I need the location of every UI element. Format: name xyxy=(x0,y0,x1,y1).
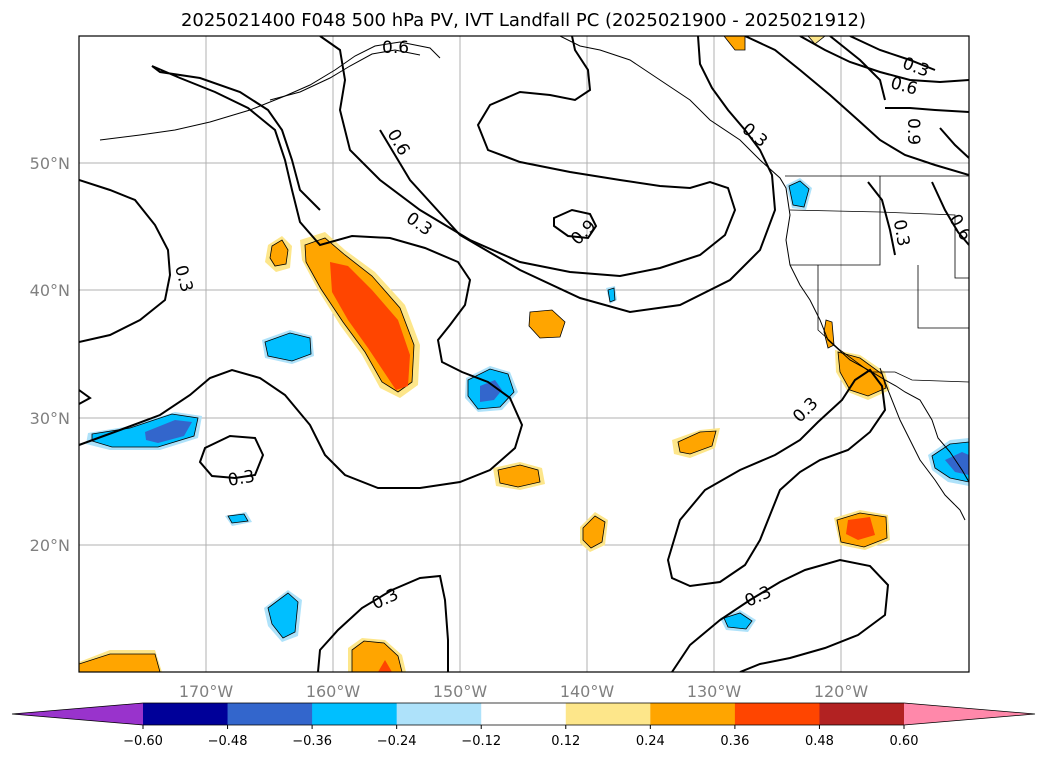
map-panel: 0.6 0.6 0.3 0.9 0.3 0.3 0.3 0.3 0.3 0.6 … xyxy=(79,36,969,672)
borders xyxy=(785,175,969,383)
contour-label: 0.3 xyxy=(226,467,256,491)
contour-label: 0.3 xyxy=(889,218,913,248)
lat-label: 40°N xyxy=(30,281,70,300)
colorbar-box xyxy=(650,703,736,725)
colorbar: −0.60 −0.48 −0.36 −0.24 −0.12 0.12 0.24 0.36 0.4… xyxy=(11,702,1036,749)
colorbar-box xyxy=(143,703,229,725)
colorbar-tick-label: 0.48 xyxy=(805,734,834,749)
contour-label: 0.6 xyxy=(382,38,409,58)
colorbar-tick-label: 0.12 xyxy=(551,734,580,749)
colorbar-box xyxy=(227,703,313,725)
lat-label: 20°N xyxy=(30,536,70,555)
colorbar-box xyxy=(312,703,398,725)
colorbar-tick-label: −0.48 xyxy=(208,734,248,749)
lon-label: 170°W xyxy=(179,682,234,701)
latitude-labels: 50°N 40°N 30°N 20°N xyxy=(30,154,70,555)
longitude-labels: 170°W 160°W 150°W 140°W 130°W 120°W xyxy=(179,682,869,701)
lon-label: 130°W xyxy=(687,682,742,701)
colorbar-tick-label: −0.12 xyxy=(461,734,501,749)
colorbar-tick-label: 0.24 xyxy=(636,734,665,749)
lon-label: 140°W xyxy=(560,682,615,701)
colorbar-box xyxy=(481,703,567,725)
negative-anomaly-fills xyxy=(86,178,969,642)
colorbar-tick-label: 0.36 xyxy=(720,734,749,749)
colorbar-box xyxy=(819,703,905,725)
pv-contours xyxy=(79,36,969,672)
map-title: 2025021400 F048 500 hPa PV, IVT Landfall… xyxy=(180,10,867,31)
colorbar-tick-label: −0.24 xyxy=(377,734,417,749)
lon-label: 160°W xyxy=(306,682,361,701)
colorbar-tick-label: −0.60 xyxy=(123,734,163,749)
colorbar-box xyxy=(565,703,651,725)
colorbar-extend-low xyxy=(12,703,143,725)
coastlines xyxy=(99,36,969,521)
contour-label: 0.9 xyxy=(903,118,923,145)
colorbar-box xyxy=(396,703,482,725)
map-frame xyxy=(78,35,970,673)
lon-label: 150°W xyxy=(433,682,488,701)
colorbar-tick-label: 0.60 xyxy=(890,734,919,749)
colorbar-tick-label: −0.36 xyxy=(292,734,332,749)
lat-label: 50°N xyxy=(30,154,70,173)
lon-label: 120°W xyxy=(814,682,869,701)
colorbar-extend-high xyxy=(904,703,1035,725)
colorbar-box xyxy=(734,703,820,725)
lat-label: 30°N xyxy=(30,409,70,428)
